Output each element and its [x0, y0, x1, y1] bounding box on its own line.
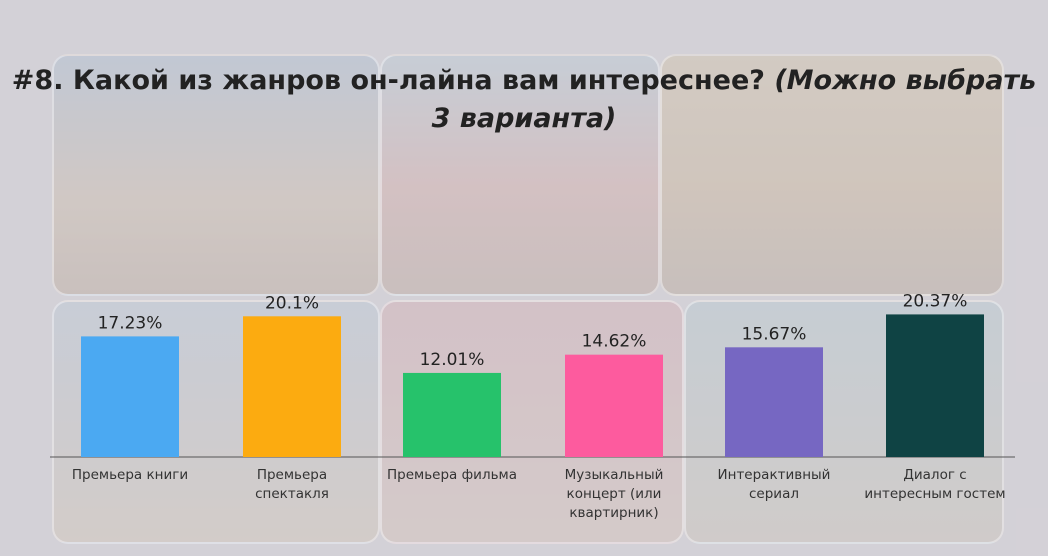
- category-label: Премьера: [257, 467, 327, 483]
- bar-value-label: 20.1%: [265, 293, 319, 313]
- bar-value-label: 15.67%: [742, 324, 807, 344]
- bar-value-label: 20.37%: [903, 291, 968, 311]
- bar: [81, 336, 179, 457]
- bar: [565, 354, 663, 457]
- category-label: Премьера книги: [72, 467, 188, 483]
- category-label: Музыкальный: [565, 467, 664, 483]
- category-label: Премьера фильма: [387, 467, 517, 483]
- bar: [725, 347, 823, 457]
- category-label: квартирник): [569, 505, 658, 521]
- category-label: сериал: [749, 486, 799, 502]
- background-panel: [52, 54, 380, 296]
- chart-title-note: (Можно выбрать 3 варианта): [431, 65, 1037, 134]
- bar: [243, 316, 341, 457]
- bar: [403, 372, 501, 457]
- chart-title: #8. Какой из жанров он-лайна вам интерес…: [0, 62, 1048, 138]
- bar-value-label: 12.01%: [420, 350, 485, 370]
- bar-value-label: 17.23%: [98, 313, 163, 333]
- category-label: спектакля: [255, 486, 329, 502]
- background-panel: [660, 54, 1004, 296]
- background-panel: [380, 54, 660, 296]
- bar-value-label: 14.62%: [582, 332, 647, 352]
- category-label: Диалог с: [903, 467, 966, 483]
- chart-title-main: #8. Какой из жанров он-лайна вам интерес…: [11, 65, 765, 96]
- bar: [886, 314, 984, 457]
- category-label: интересным гостем: [864, 486, 1005, 502]
- category-label: концерт (или: [567, 486, 662, 502]
- category-label: Интерактивный: [718, 467, 831, 483]
